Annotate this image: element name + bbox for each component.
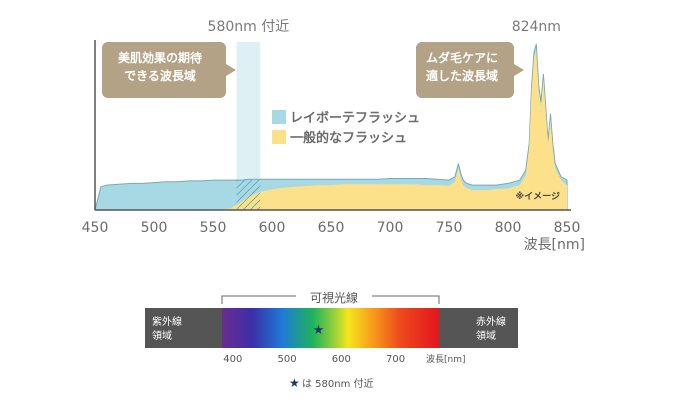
callout-skin-line-2: できる波長域 bbox=[124, 68, 196, 83]
series-area-general-flash bbox=[95, 50, 567, 210]
footnote-text: は 580nm 付近 bbox=[302, 377, 374, 390]
visible-spectrum-gradient bbox=[222, 308, 439, 348]
x-axis-label: 波長[nm] bbox=[524, 237, 585, 253]
x-tick-800: 800 bbox=[495, 220, 522, 236]
spectrum-tick-600: 600 bbox=[332, 354, 351, 365]
x-tick-700: 700 bbox=[377, 220, 404, 236]
ir-label-line-2: 領域 bbox=[476, 329, 496, 342]
x-tick-850: 850 bbox=[554, 220, 581, 236]
legend-label-general: 一般的なフラッシュ bbox=[290, 130, 407, 146]
x-tick-600: 600 bbox=[259, 220, 286, 236]
band-label-580nm: 580nm 付近 bbox=[208, 19, 290, 35]
uv-label-line-2: 領域 bbox=[152, 329, 172, 342]
callout-hair-line-2: 適した波長域 bbox=[426, 68, 498, 83]
spectrum-unit-label: 波長[nm] bbox=[426, 353, 466, 365]
x-tick-650: 650 bbox=[318, 220, 345, 236]
callout-hair-line-1: ムダ毛ケアに bbox=[426, 50, 498, 65]
visible-light-title: 可視光線 bbox=[310, 290, 358, 305]
spectrum-tick-400: 400 bbox=[223, 354, 242, 365]
ir-region-block bbox=[439, 308, 518, 348]
spectrum-tick-500: 500 bbox=[278, 354, 297, 365]
uv-region-block bbox=[145, 308, 222, 348]
x-tick-450: 450 bbox=[82, 220, 109, 236]
x-tick-750: 750 bbox=[436, 220, 463, 236]
legend-swatch-general bbox=[272, 130, 286, 144]
star-580nm-icon: ★ bbox=[313, 323, 325, 338]
peak-label-824nm: 824nm bbox=[512, 19, 561, 35]
callout-skin-beauty: 美肌効果の期待 できる波長域 bbox=[102, 42, 236, 98]
x-tick-labels: 450 500 550 600 650 700 750 800 850 bbox=[82, 220, 581, 236]
uv-label-line-1: 紫外線 bbox=[152, 315, 182, 328]
footnote-star-icon: ★ bbox=[289, 376, 300, 390]
legend: レイボーテフラッシュ 一般的なフラッシュ bbox=[272, 110, 420, 146]
callout-hair-care: ムダ毛ケアに 適した波長域 bbox=[416, 42, 524, 98]
visible-light-bracket: 可視光線 bbox=[221, 288, 440, 305]
legend-swatch-reibote bbox=[272, 110, 286, 124]
x-tick-500: 500 bbox=[141, 220, 168, 236]
image-note: ※イメージ bbox=[515, 191, 560, 202]
spectrum-tick-700: 700 bbox=[386, 354, 405, 365]
hatched-overlap-region bbox=[236, 179, 261, 210]
ir-label-line-1: 赤外線 bbox=[476, 315, 506, 328]
callout-skin-line-1: 美肌効果の期待 bbox=[118, 50, 202, 65]
legend-label-reibote: レイボーテフラッシュ bbox=[290, 110, 420, 126]
x-tick-550: 550 bbox=[200, 220, 227, 236]
spectrum-tick-labels: 400 500 600 700 bbox=[223, 354, 405, 365]
highlight-band-580nm bbox=[236, 42, 261, 210]
